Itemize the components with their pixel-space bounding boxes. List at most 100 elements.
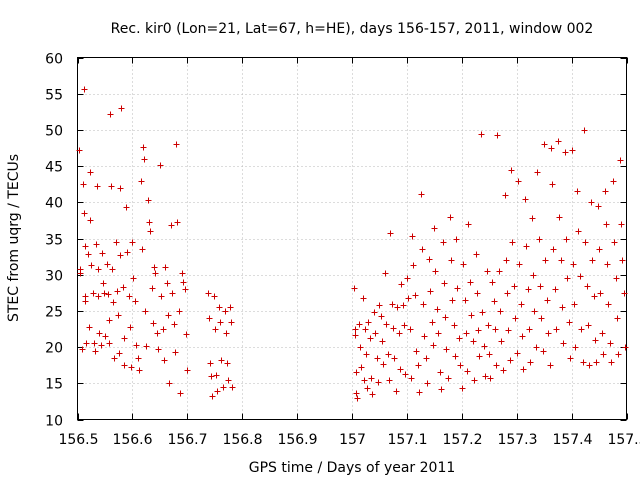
data-point (614, 315, 621, 322)
data-point (132, 298, 139, 305)
data-points (76, 86, 629, 402)
data-point (83, 340, 90, 347)
data-point (393, 388, 400, 395)
data-point (491, 298, 498, 305)
data-point (161, 357, 168, 364)
data-point (498, 338, 505, 345)
x-tick-label: 157.2 (442, 432, 482, 448)
data-point (419, 246, 426, 253)
data-point (208, 373, 215, 380)
data-point (462, 297, 469, 304)
data-point (164, 280, 171, 287)
data-point (92, 348, 99, 355)
data-point (94, 183, 101, 190)
data-point (379, 338, 386, 345)
data-point (438, 386, 445, 393)
data-point (409, 233, 416, 240)
data-point (519, 333, 526, 340)
data-point (482, 373, 489, 380)
data-point (588, 199, 595, 206)
data-point (147, 228, 154, 235)
data-point (494, 132, 501, 139)
data-point (109, 266, 116, 273)
data-point (467, 279, 474, 286)
data-point (121, 335, 128, 342)
data-point (550, 246, 557, 253)
data-point (179, 270, 186, 277)
data-point (468, 312, 475, 319)
data-point (512, 315, 519, 322)
data-point (500, 367, 507, 374)
data-point (454, 285, 461, 292)
data-point (429, 319, 436, 326)
data-point (431, 225, 438, 232)
data-point (228, 319, 235, 326)
data-point (435, 330, 442, 337)
y-tick-label: 40 (45, 196, 63, 212)
data-point (93, 241, 100, 248)
data-point (542, 257, 549, 264)
data-point (518, 301, 525, 308)
x-tick-label: 156.8 (222, 432, 262, 448)
data-point (504, 290, 511, 297)
data-point (162, 264, 169, 271)
data-point (127, 324, 134, 331)
data-point (574, 188, 581, 195)
data-point (387, 230, 394, 237)
data-point (595, 203, 602, 210)
data-point (141, 156, 148, 163)
data-point (523, 243, 530, 250)
data-point (154, 330, 161, 337)
data-point (386, 377, 393, 384)
data-point (563, 236, 570, 243)
data-point (427, 288, 434, 295)
data-point (453, 236, 460, 243)
data-point (361, 377, 368, 384)
data-point (389, 301, 396, 308)
data-point (423, 355, 430, 362)
data-point (415, 362, 422, 369)
data-point (430, 342, 437, 349)
data-point (224, 360, 231, 367)
data-point (177, 390, 184, 397)
data-point (168, 222, 175, 229)
data-point (166, 380, 173, 387)
data-point (213, 372, 220, 379)
data-point (396, 330, 403, 337)
data-point (617, 157, 624, 164)
data-point (493, 362, 500, 369)
data-point (622, 344, 629, 351)
data-point (538, 315, 545, 322)
data-point (229, 384, 236, 391)
data-point (452, 353, 459, 360)
data-point (86, 324, 93, 331)
y-tick-label: 10 (45, 414, 63, 430)
data-point (443, 346, 450, 353)
data-point (548, 145, 555, 152)
data-point (613, 275, 620, 282)
data-point (369, 391, 376, 398)
y-tick-label: 55 (45, 88, 63, 104)
data-point (76, 147, 83, 154)
data-point (496, 268, 503, 275)
data-point (390, 325, 397, 332)
data-point (82, 243, 89, 250)
data-point (615, 351, 622, 358)
data-point (585, 322, 592, 329)
x-tick-label: 156.5 (58, 432, 98, 448)
data-point (214, 388, 221, 395)
data-point (136, 367, 143, 374)
data-point (602, 188, 609, 195)
data-point (402, 371, 409, 378)
y-tick-label: 15 (45, 377, 63, 393)
data-point (99, 250, 106, 257)
data-point (445, 375, 452, 382)
data-point (478, 131, 485, 138)
data-point (352, 332, 359, 339)
data-point (440, 239, 447, 246)
data-point (155, 346, 162, 353)
data-point (618, 221, 625, 228)
y-tick-label: 30 (45, 269, 63, 285)
data-point (173, 141, 180, 148)
